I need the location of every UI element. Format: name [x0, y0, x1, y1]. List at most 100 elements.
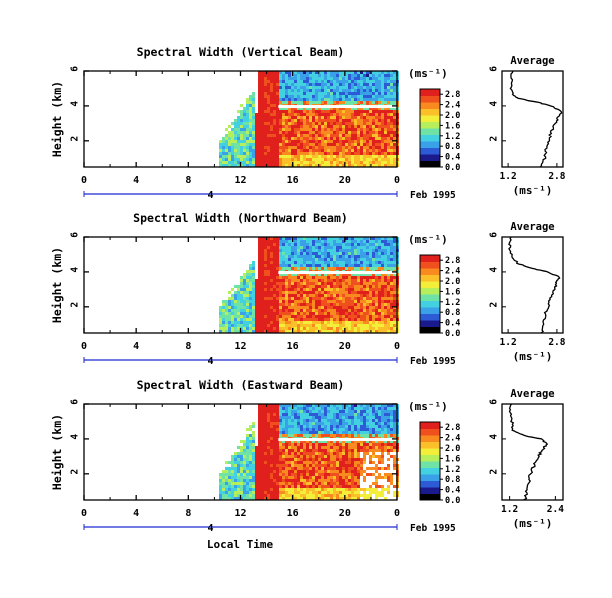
colorbar: 0.00.40.81.21.62.02.42.8 [419, 254, 460, 339]
x-tick-label: 20 [339, 341, 351, 352]
x-tick-label: 12 [234, 175, 246, 186]
heatmap-cells [219, 404, 399, 500]
colorbar-tick-label: 2.0 [445, 111, 460, 121]
average-frame [501, 70, 564, 168]
y-tick-label: 4 [70, 101, 81, 107]
date-label: Feb 1995 [410, 356, 456, 367]
x-tick-label: 0 [394, 508, 400, 519]
colorbar-tick-label: 1.2 [445, 132, 460, 142]
colorbar-tick-label: 0.8 [445, 475, 460, 485]
colorbar-unit: (ms⁻¹) [408, 67, 448, 80]
average-y-tick-label: 2 [489, 469, 500, 475]
x-tick-label: 16 [287, 341, 299, 352]
y-tick-label: 2 [70, 302, 81, 308]
average-x-tick-label: 2.8 [548, 337, 565, 348]
x-tick-label: 4 [133, 175, 139, 186]
y-tick-label: 4 [70, 434, 81, 440]
panel-3: Spectral Width (Eastward Beam)0 4 8 12 16 20 0… [50, 378, 564, 534]
x-tick-label: 0 [81, 175, 87, 186]
colorbar-tick-label: 0.0 [445, 163, 460, 173]
y-tick-label: 2 [70, 469, 81, 475]
panel-title: Spectral Width (Eastward Beam) [137, 378, 345, 392]
day-marker-label: 4 [207, 190, 213, 201]
day-marker-label: 4 [207, 356, 213, 367]
average-profile: Average 2 4 6 1.2 2.8 (ms⁻¹) [489, 55, 566, 197]
average-title: Average [510, 55, 554, 67]
colorbar-tick-label: 1.6 [445, 287, 460, 297]
colorbar-tick-label: 2.4 [445, 434, 460, 444]
colorbar-tick-label: 1.2 [445, 465, 460, 475]
colorbar-tick-label: 0.8 [445, 142, 460, 152]
average-y-tick-label: 2 [489, 302, 500, 308]
average-x-tick-label: 1.2 [500, 337, 517, 348]
average-profile-line [509, 70, 563, 168]
colorbar-tick-label: 0.4 [445, 486, 460, 496]
x-tick-label: 0 [394, 175, 400, 186]
colorbar-tick-label: 1.6 [445, 454, 460, 464]
average-x-tick-label: 1.2 [500, 171, 517, 182]
x-tick-label: 8 [185, 175, 191, 186]
average-y-tick-label: 6 [489, 399, 500, 405]
panel-1: Spectral Width (Vertical Beam)0 4 8 12 16 20 0… [50, 45, 566, 201]
colorbar-unit: (ms⁻¹) [408, 400, 448, 413]
average-x-tick-label: 2.8 [548, 171, 565, 182]
average-y-tick-label: 4 [489, 267, 500, 273]
average-x-tick-label: 2.4 [547, 504, 564, 515]
y-tick-label: 6 [70, 66, 81, 72]
date-label: Feb 1995 [410, 523, 456, 534]
panel-2: Spectral Width (Northward Beam)0 4 8 12 16 20… [50, 211, 566, 367]
colorbar-tick-label: 1.6 [445, 121, 460, 131]
average-x-label: (ms⁻¹) [513, 517, 553, 530]
average-profile-line [508, 403, 549, 501]
x-tick-label: 0 [81, 341, 87, 352]
y-axis-label: Height (km) [50, 414, 64, 490]
x-tick-label: 0 [394, 341, 400, 352]
y-axis-label: Height (km) [50, 81, 64, 157]
colorbar-tick-label: 0.4 [445, 153, 460, 163]
x-tick-label: 0 [81, 508, 87, 519]
heatmap-cells [219, 71, 399, 167]
colorbar-tick-label: 2.0 [445, 444, 460, 454]
x-tick-label: 8 [185, 508, 191, 519]
y-tick-label: 6 [70, 399, 81, 405]
y-tick-label: 6 [70, 232, 81, 238]
x-tick-label: 4 [133, 508, 139, 519]
average-frame [501, 403, 564, 501]
colorbar: 0.00.40.81.21.62.02.42.8 [419, 88, 460, 173]
average-y-tick-label: 2 [489, 136, 500, 142]
colorbar-tick-label: 2.4 [445, 267, 460, 277]
x-tick-label: 8 [185, 341, 191, 352]
average-title: Average [510, 388, 554, 400]
panel-title: Spectral Width (Northward Beam) [133, 211, 348, 225]
colorbar-tick-label: 0.8 [445, 308, 460, 318]
x-axis-label: Local Time [207, 538, 274, 551]
colorbar: 0.00.40.81.21.62.02.42.8 [419, 421, 460, 506]
colorbar-tick-label: 2.8 [445, 423, 460, 433]
colorbar-tick-label: 2.8 [445, 90, 460, 100]
colorbar-tick-label: 1.2 [445, 298, 460, 308]
colorbar-tick-label: 0.0 [445, 329, 460, 339]
y-tick-label: 2 [70, 136, 81, 142]
average-y-tick-label: 6 [489, 66, 500, 72]
x-tick-label: 16 [287, 175, 299, 186]
colorbar-unit: (ms⁻¹) [408, 233, 448, 246]
y-tick-label: 4 [70, 267, 81, 273]
heatmap-cells [219, 237, 399, 333]
average-y-tick-label: 6 [489, 232, 500, 238]
average-title: Average [510, 221, 554, 233]
average-profile: Average 2 4 6 1.2 2.4 (ms⁻¹) [489, 388, 565, 530]
x-tick-label: 4 [133, 341, 139, 352]
colorbar-tick-label: 2.0 [445, 277, 460, 287]
panel-title: Spectral Width (Vertical Beam) [137, 45, 345, 59]
x-tick-label: 20 [339, 508, 351, 519]
average-frame [501, 236, 564, 334]
average-x-tick-label: 1.2 [501, 504, 518, 515]
average-x-label: (ms⁻¹) [513, 184, 553, 197]
average-profile-line [508, 236, 561, 334]
colorbar-tick-label: 2.4 [445, 101, 460, 111]
colorbar-tick-label: 2.8 [445, 256, 460, 266]
average-y-tick-label: 4 [489, 101, 500, 107]
x-tick-label: 12 [234, 508, 246, 519]
colorbar-tick-label: 0.4 [445, 319, 460, 329]
